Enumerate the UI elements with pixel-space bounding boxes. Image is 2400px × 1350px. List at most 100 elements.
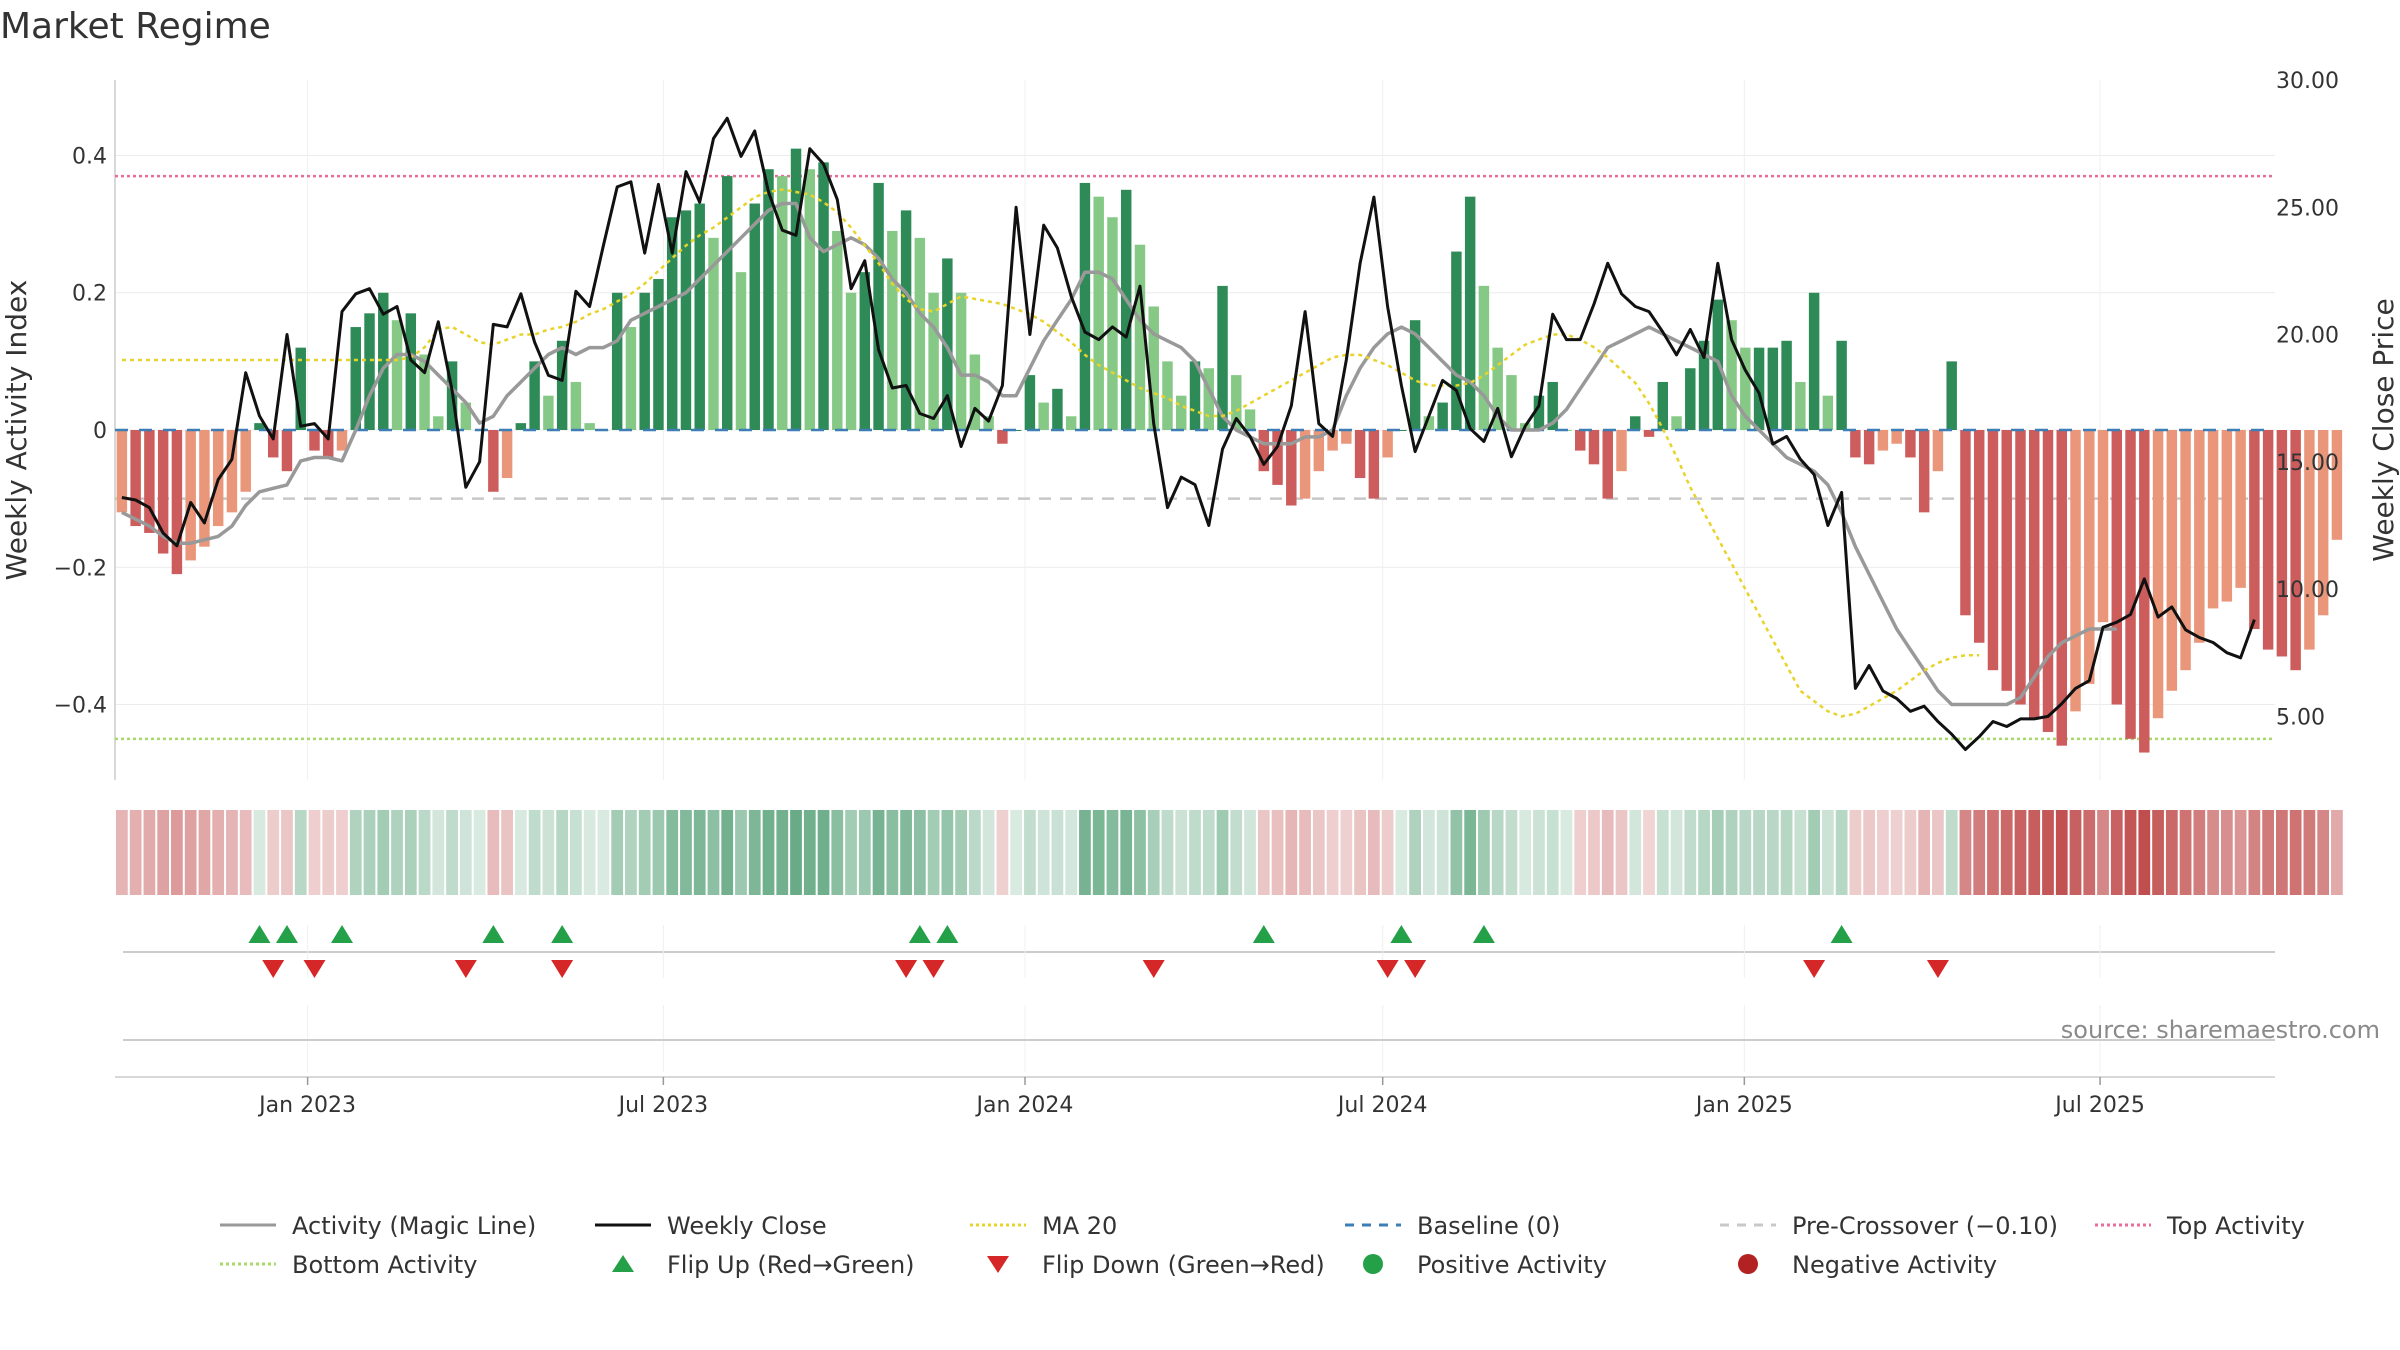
regime-strip-cell — [212, 810, 225, 895]
activity-bar — [666, 217, 678, 430]
regime-strip-cell — [1588, 810, 1600, 895]
regime-strip-cell — [2042, 810, 2054, 895]
regime-strip-cell — [129, 810, 142, 895]
activity-bar — [157, 430, 169, 554]
activity-bar — [790, 148, 802, 431]
regime-strip-cell — [1120, 810, 1133, 895]
y2-tick-label: 10.00 — [2276, 578, 2339, 603]
legend-label: Negative Activity — [1792, 1251, 1997, 1279]
activity-bar — [2139, 430, 2150, 753]
regime-strip-cell — [294, 810, 307, 895]
activity-bar — [433, 416, 444, 430]
activity-bar — [460, 402, 472, 430]
activity-bar — [364, 313, 375, 430]
activity-bar — [1478, 285, 1490, 430]
activity-bar — [1134, 244, 1146, 430]
y2-tick-label: 20.00 — [2276, 324, 2339, 349]
activity-bar — [1423, 416, 1435, 430]
activity-bar — [1753, 347, 1765, 430]
activity-bar — [708, 237, 719, 430]
regime-strip-cell — [267, 810, 280, 895]
legend-label: Positive Activity — [1417, 1251, 1607, 1279]
regime-strip-cell — [116, 810, 128, 895]
regime-strip-cell — [1423, 810, 1435, 895]
regime-strip-cell — [735, 810, 747, 895]
regime-strip-cell — [1615, 810, 1628, 895]
regime-strip-cell — [1147, 810, 1160, 895]
activity-bar — [1533, 395, 1545, 430]
activity-bar — [1932, 430, 1944, 472]
regime-strip-cell — [2276, 810, 2288, 895]
regime-strip-cell — [941, 810, 954, 895]
flip-down-marker — [1803, 960, 1826, 978]
activity-bar — [1396, 430, 1407, 431]
activity-bar — [1052, 388, 1063, 430]
regime-strip-cell — [1932, 810, 1944, 895]
flip-down-marker — [895, 960, 918, 978]
activity-bar — [1767, 347, 1779, 430]
regime-strip-cell — [2165, 810, 2178, 895]
regime-strip-cell — [1821, 810, 1834, 895]
activity-bar — [529, 361, 540, 430]
regime-strip-cell — [1739, 810, 1752, 895]
regime-strip-cell — [1656, 810, 1669, 895]
activity-bar — [2331, 430, 2343, 540]
regime-strip-cell — [762, 810, 775, 895]
y-axis-label: Weekly Activity Index — [0, 280, 33, 581]
activity-bar — [1451, 251, 1462, 430]
legend-item: Activity (Magic Line) — [220, 1212, 536, 1240]
regime-strip-cell — [446, 810, 458, 895]
regime-strip-cell — [253, 810, 266, 895]
regime-strip-cell — [982, 810, 995, 895]
regime-strip-cell — [1079, 810, 1091, 895]
regime-strip-cell — [831, 810, 844, 895]
regime-strip-cell — [1890, 810, 1903, 895]
regime-strip-cell — [1863, 810, 1876, 895]
activity-bar — [2029, 430, 2040, 719]
legend-swatch — [987, 1256, 1009, 1273]
regime-strip-cell — [198, 810, 211, 895]
magic-line — [121, 201, 2117, 707]
regime-strip-cell — [1244, 810, 1256, 895]
activity-bar — [1409, 320, 1421, 430]
activity-bar — [1630, 416, 1641, 430]
activity-bar — [1506, 375, 1517, 430]
activity-bar — [570, 381, 582, 430]
regime-strip-cell — [1505, 810, 1518, 895]
activity-bar — [2166, 430, 2178, 691]
activity-bar — [1960, 430, 1971, 616]
activity-bar — [419, 354, 430, 430]
y-tick-label: −0.2 — [54, 556, 107, 581]
activity-bar — [777, 176, 788, 430]
activity-bar — [2276, 430, 2288, 657]
regime-strip-cell — [514, 810, 527, 895]
regime-strip-cell — [1340, 810, 1353, 895]
regime-strip-cell — [597, 810, 610, 895]
regime-strip-cell — [391, 810, 403, 895]
regime-strip-cell — [2289, 810, 2302, 895]
regime-strip-cell — [693, 810, 706, 895]
activity-bar — [501, 430, 513, 479]
regime-strip-cell — [404, 810, 417, 895]
activity-bar — [1808, 292, 1820, 430]
regime-strip-cell — [171, 810, 183, 895]
regime-strip-cell — [542, 810, 555, 895]
legend-label: Top Activity — [2166, 1212, 2305, 1240]
activity-bar — [1231, 375, 1242, 430]
regime-strip-cell — [611, 810, 624, 895]
activity-bar — [2290, 430, 2301, 671]
activity-bar — [1850, 430, 1861, 458]
activity-bar — [900, 210, 912, 430]
regime-strip-cell — [1629, 810, 1642, 895]
activity-bar — [1795, 381, 1806, 430]
activity-bar — [2235, 430, 2246, 588]
flip-up-marker — [1472, 925, 1495, 943]
activity-bar — [171, 430, 183, 575]
flip-down-marker — [1376, 960, 1399, 978]
flip-up-marker — [1390, 925, 1413, 943]
regime-strip-cell — [886, 810, 899, 895]
regime-strip-cell — [2097, 810, 2109, 895]
y-tick-label: 0.2 — [72, 282, 107, 307]
regime-strip-cell — [927, 810, 940, 895]
